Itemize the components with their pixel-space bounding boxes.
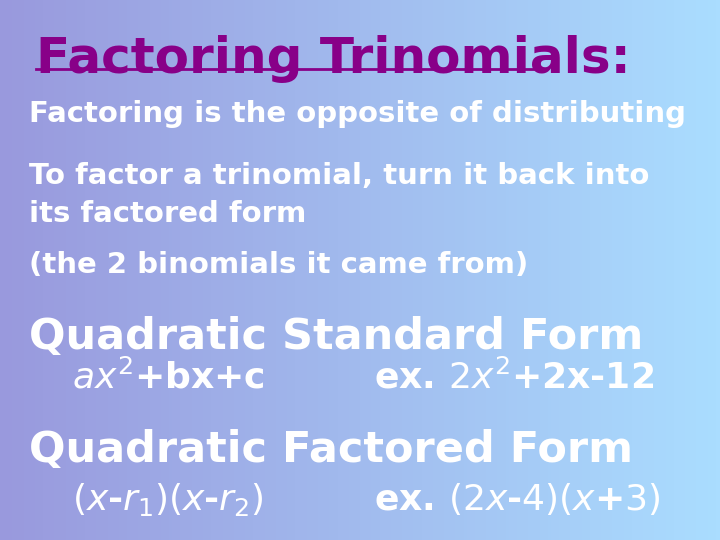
Text: Factoring is the opposite of distributing: Factoring is the opposite of distributin… xyxy=(29,100,685,128)
Text: To factor a trinomial, turn it back into: To factor a trinomial, turn it back into xyxy=(29,162,649,190)
Text: $(x$-$r_1)(x$-$r_2)$: $(x$-$r_1)(x$-$r_2)$ xyxy=(72,481,264,518)
Text: ex. $2x^2$+2x-12: ex. $2x^2$+2x-12 xyxy=(374,359,654,395)
Text: its factored form: its factored form xyxy=(29,200,306,228)
Text: ex. $(2x$-$4)(x$+$3)$: ex. $(2x$-$4)(x$+$3)$ xyxy=(374,481,661,517)
Text: $ax^2$+bx+c: $ax^2$+bx+c xyxy=(72,359,265,395)
Text: Quadratic Standard Form: Quadratic Standard Form xyxy=(29,316,643,358)
Text: Factoring Trinomials:: Factoring Trinomials: xyxy=(36,35,631,83)
Text: (the 2 binomials it came from): (the 2 binomials it came from) xyxy=(29,251,528,279)
Text: Quadratic Factored Form: Quadratic Factored Form xyxy=(29,429,633,471)
